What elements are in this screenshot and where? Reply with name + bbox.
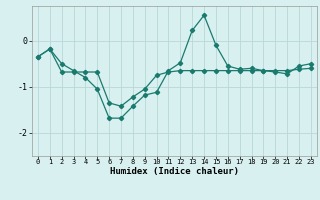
- X-axis label: Humidex (Indice chaleur): Humidex (Indice chaleur): [110, 167, 239, 176]
